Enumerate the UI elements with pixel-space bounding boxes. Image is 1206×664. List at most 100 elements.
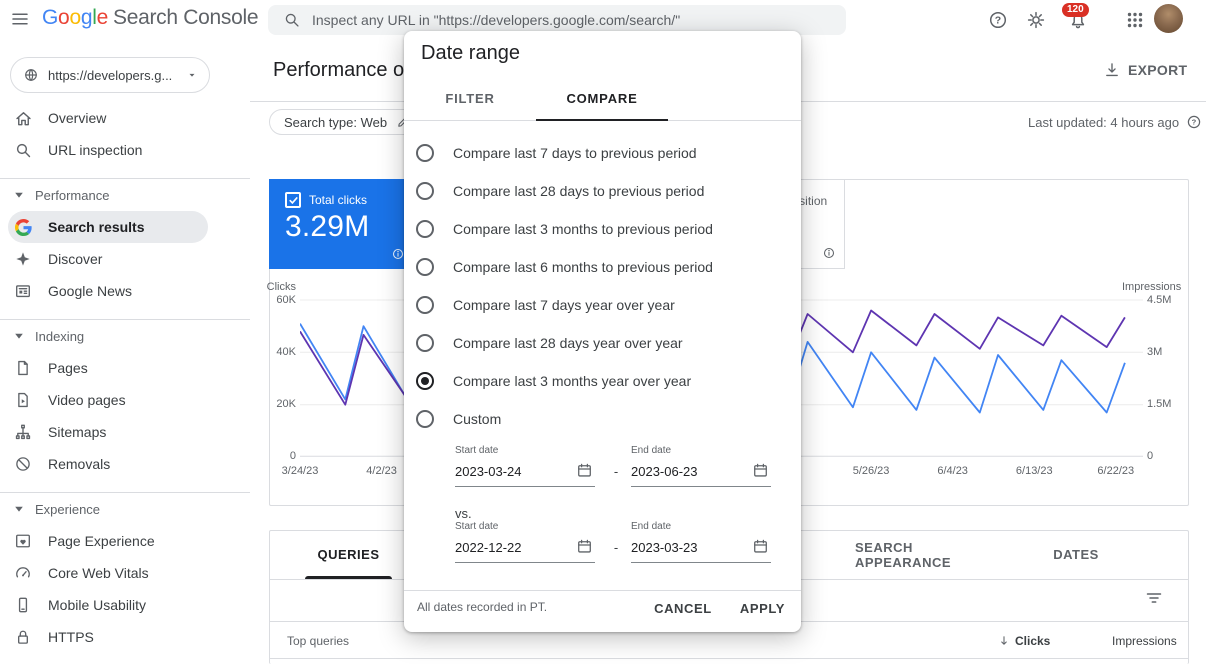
sidebar-item-removals[interactable]: Removals xyxy=(0,448,250,480)
google-logo: Google Search Console xyxy=(42,6,259,30)
dialog-title: Date range xyxy=(421,42,520,64)
sidebar-item-mobile-usability[interactable]: Mobile Usability xyxy=(0,589,250,621)
sidebar-item-https[interactable]: HTTPS xyxy=(0,621,250,653)
compare-option-selected[interactable]: Compare last 3 months year over year xyxy=(404,362,801,400)
option-label: Compare last 28 days to previous period xyxy=(453,183,705,199)
radio-unchecked-icon[interactable] xyxy=(416,334,434,352)
info-icon[interactable] xyxy=(822,246,836,260)
calendar-icon[interactable] xyxy=(752,462,769,479)
radio-unchecked-icon[interactable] xyxy=(416,296,434,314)
divider xyxy=(0,178,250,179)
period2-start-date-field[interactable]: 2022-12-22 xyxy=(455,534,595,563)
compare-option[interactable]: Compare last 28 days to previous period xyxy=(404,172,801,210)
column-header-clicks[interactable]: Clicks xyxy=(997,634,1050,648)
period1-start-date-field[interactable]: 2023-03-24 xyxy=(455,458,595,487)
section-experience[interactable]: Experience xyxy=(0,493,250,525)
url-inspect-search-bar[interactable] xyxy=(268,5,846,35)
end-date-label: End date xyxy=(631,445,672,456)
radio-unchecked-icon[interactable] xyxy=(416,220,434,238)
sidebar-item-google-news[interactable]: Google News xyxy=(0,275,250,307)
search-type-chip[interactable]: Search type: Web xyxy=(269,109,422,135)
menu-icon[interactable] xyxy=(10,9,30,29)
x-axis-label: 6/4/23 xyxy=(937,465,968,477)
x-axis-labels: 3/24/23 4/2/23 5/26/23 6/4/23 6/13/23 6/… xyxy=(282,465,1143,479)
tab-label: QUERIES xyxy=(317,547,380,562)
cancel-button[interactable]: CANCEL xyxy=(654,600,712,616)
option-label: Compare last 7 days to previous period xyxy=(453,145,697,161)
sidebar-item-label: URL inspection xyxy=(48,142,143,158)
dialog-tab-compare[interactable]: COMPARE xyxy=(536,76,668,121)
radio-unchecked-icon[interactable] xyxy=(416,182,434,200)
apps-grid-icon[interactable] xyxy=(1125,10,1145,30)
date-range-dialog: Date range FILTER COMPARE Compare last 7… xyxy=(404,31,801,632)
section-label: Experience xyxy=(35,501,101,517)
tab-queries[interactable]: QUERIES xyxy=(305,530,392,579)
compare-option[interactable]: Compare last 6 months to previous period xyxy=(404,248,801,286)
compare-option[interactable]: Compare last 28 days year over year xyxy=(404,324,801,362)
tab-search-appearance[interactable]: SEARCH APPEARANCE xyxy=(855,530,1011,579)
compare-option[interactable]: Compare last 7 days year over year xyxy=(404,286,801,324)
filter-icon[interactable] xyxy=(1144,588,1164,608)
sidebar-item-core-web-vitals[interactable]: Core Web Vitals xyxy=(0,557,250,589)
sidebar-item-video-pages[interactable]: Video pages xyxy=(0,384,250,416)
column-label: Clicks xyxy=(1015,634,1051,648)
checkbox-checked-icon[interactable] xyxy=(285,192,301,208)
radio-unchecked-icon[interactable] xyxy=(416,410,434,428)
help-icon[interactable]: ? xyxy=(988,10,1008,30)
dialog-tab-filter[interactable]: FILTER xyxy=(404,76,536,120)
radio-unchecked-icon[interactable] xyxy=(416,258,434,276)
property-selector[interactable]: https://developers.g... xyxy=(10,57,210,93)
question-circle-icon[interactable]: ? xyxy=(1186,114,1202,130)
sidebar-item-search-results[interactable]: Search results xyxy=(8,211,208,243)
y-tick: 3M xyxy=(1147,346,1163,358)
period2-end-date-field[interactable]: 2023-03-23 xyxy=(631,534,771,563)
block-icon xyxy=(13,454,33,474)
radio-checked-icon[interactable] xyxy=(416,372,434,390)
discover-star-icon xyxy=(13,249,33,269)
compare-option[interactable]: Compare last 3 months to previous period xyxy=(404,210,801,248)
divider xyxy=(404,590,801,591)
date-value: 2023-03-23 xyxy=(631,540,698,555)
period1-end-date-field[interactable]: 2023-06-23 xyxy=(631,458,771,487)
column-header-impressions[interactable]: Impressions xyxy=(1112,634,1177,648)
sidebar-item-label: Discover xyxy=(48,251,103,267)
sidebar-item-label: Page Experience xyxy=(48,533,155,549)
sidebar-item-sitemaps[interactable]: Sitemaps xyxy=(0,416,250,448)
sidebar-item-label: Search results xyxy=(48,219,145,235)
date-value: 2022-12-22 xyxy=(455,540,522,555)
sidebar-item-overview[interactable]: Overview xyxy=(0,102,250,134)
apply-button[interactable]: APPLY xyxy=(739,600,785,616)
info-icon[interactable] xyxy=(391,247,405,261)
option-label: Compare last 28 days year over year xyxy=(453,335,683,351)
mobile-phone-icon xyxy=(13,595,33,615)
calendar-icon[interactable] xyxy=(576,538,593,555)
search-input[interactable] xyxy=(312,12,846,28)
lock-icon xyxy=(13,627,33,647)
compare-option[interactable]: Compare last 7 days to previous period xyxy=(404,134,801,172)
news-icon xyxy=(13,281,33,301)
end-date-label: End date xyxy=(631,521,672,532)
chip-label: Search type: Web xyxy=(284,114,388,130)
divider xyxy=(0,492,250,493)
section-performance[interactable]: Performance xyxy=(0,179,250,211)
sidebar-item-discover[interactable]: Discover xyxy=(0,243,250,275)
google-logo-word: Google xyxy=(42,6,108,29)
avatar[interactable] xyxy=(1154,4,1183,33)
date-range-dash: - xyxy=(613,464,619,479)
settings-gear-icon[interactable] xyxy=(1026,10,1046,30)
radio-unchecked-icon[interactable] xyxy=(416,144,434,162)
calendar-icon[interactable] xyxy=(752,538,769,555)
compare-option-custom[interactable]: Custom xyxy=(404,400,801,438)
page-icon xyxy=(13,358,33,378)
export-button[interactable]: EXPORT xyxy=(1103,61,1187,79)
gauge-icon xyxy=(13,563,33,583)
section-indexing[interactable]: Indexing xyxy=(0,320,250,352)
sidebar-item-pages[interactable]: Pages xyxy=(0,352,250,384)
sidebar-item-page-experience[interactable]: Page Experience xyxy=(0,525,250,557)
sidebar-item-url-inspection[interactable]: URL inspection xyxy=(0,134,250,166)
tab-label: COMPARE xyxy=(566,90,638,106)
sidebar-item-label: Overview xyxy=(48,110,107,126)
total-clicks-card[interactable]: Total clicks 3.29M xyxy=(269,179,413,269)
calendar-icon[interactable] xyxy=(576,462,593,479)
tab-dates[interactable]: DATES xyxy=(1035,530,1117,579)
